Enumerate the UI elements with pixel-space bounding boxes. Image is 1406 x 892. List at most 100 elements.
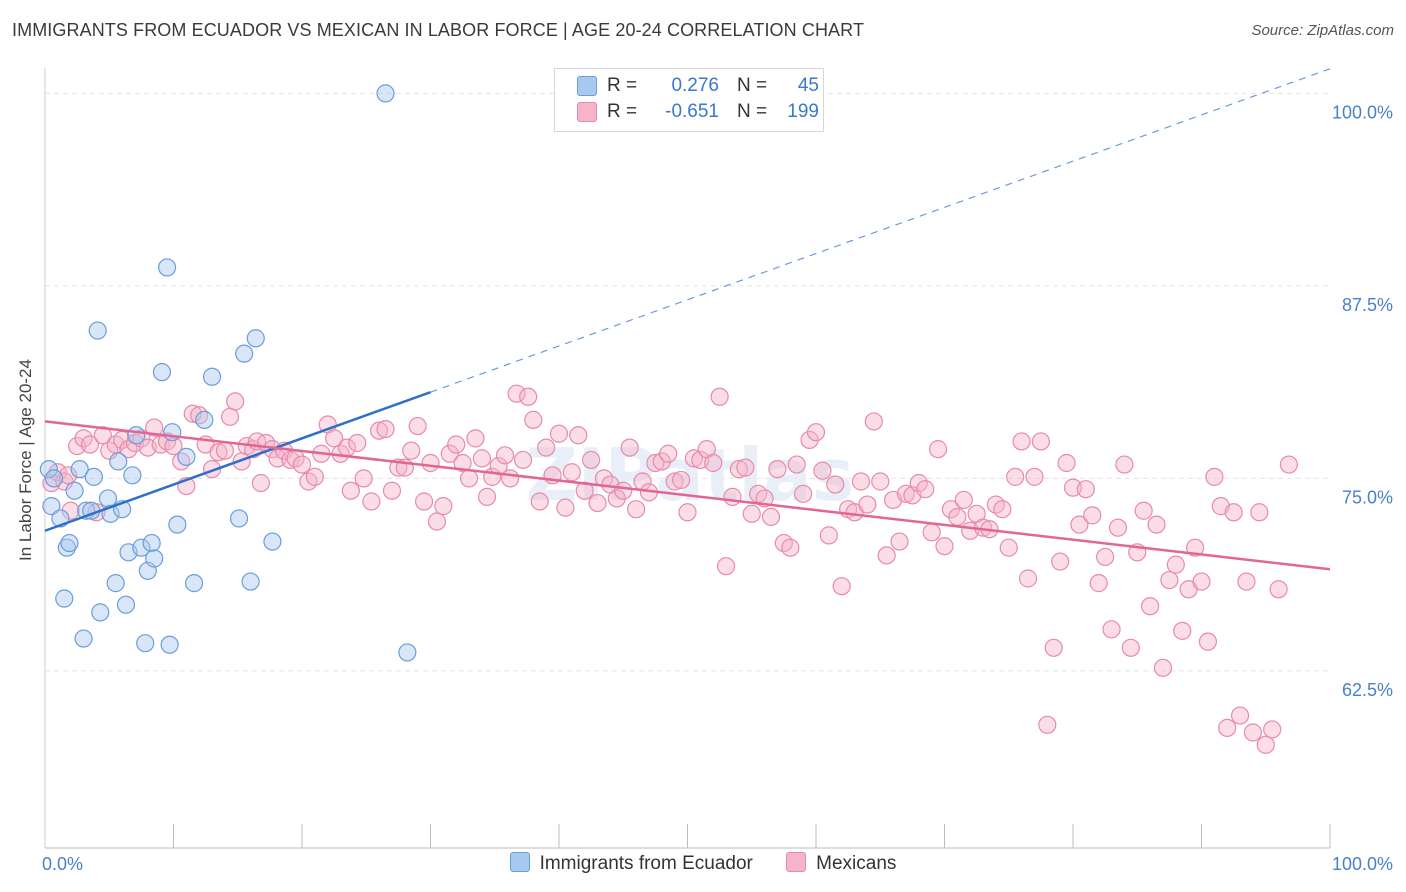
ecuador-trend-line <box>44 390 431 532</box>
mexicans-point <box>858 495 877 514</box>
mexicans-point <box>1070 515 1089 534</box>
ecuador-point <box>145 549 164 568</box>
mexicans-point <box>787 455 806 474</box>
mexicans-point <box>916 480 935 499</box>
mexicans-point <box>495 446 515 465</box>
y-tick-label: 62.5% <box>1342 680 1393 700</box>
mexicans-point <box>524 410 543 429</box>
mexicans-point <box>530 492 549 511</box>
mexicans-point <box>871 472 890 491</box>
mexicans-point <box>145 418 164 437</box>
ecuador-point <box>202 367 222 386</box>
ecuador-point <box>142 533 161 553</box>
ecuador-point <box>177 447 196 466</box>
mexicans-point <box>768 460 787 479</box>
mexicans-point <box>251 473 270 493</box>
ecuador-point <box>44 469 64 488</box>
legend-swatch-mexicans <box>786 852 807 872</box>
legend-n-value: 45 <box>797 75 819 96</box>
mexicans-point <box>954 490 973 510</box>
mexicans-point <box>370 421 389 440</box>
ecuador-point <box>123 466 142 485</box>
mexicans-point <box>226 392 245 411</box>
ecuador-point <box>246 329 265 348</box>
mexicans-point <box>1051 552 1070 571</box>
legend-row-ecuador: R = 0.276 N = 45 <box>577 75 819 101</box>
ecuador-point <box>39 460 58 479</box>
mexicans-point <box>80 435 100 454</box>
ecuador-point <box>160 635 179 654</box>
mexicans-point <box>1140 597 1160 616</box>
mexicans-point <box>354 469 373 488</box>
mexicans-point <box>575 481 594 500</box>
mexicans-point <box>1038 715 1057 734</box>
mexicans-point <box>1025 467 1044 486</box>
mexicans-point <box>1076 480 1095 499</box>
mexicans-point <box>348 433 367 453</box>
mexicans-point <box>414 492 434 511</box>
mexicans-point <box>1243 723 1263 742</box>
mexicans-point <box>1153 658 1173 677</box>
ecuador-point <box>157 258 177 277</box>
mexicans-point <box>826 475 845 494</box>
legend-label-mexicans: Mexicans <box>816 853 897 874</box>
mexicans-point <box>1096 547 1115 567</box>
mexicans-point <box>1185 538 1205 557</box>
legend-r-label: R = <box>607 75 638 96</box>
legend-row-mexicans: R = -0.651 N = 199 <box>577 101 819 127</box>
mexicans-point <box>453 453 472 473</box>
y-axis-label: In Labor Force | Age 20-24 <box>16 359 35 561</box>
ecuador-point <box>88 321 107 340</box>
mexicans-point <box>877 546 896 565</box>
mexicans-point <box>864 412 883 431</box>
ecuador-point <box>241 572 260 591</box>
mexicans-point <box>716 557 736 576</box>
mexicans-point <box>447 435 466 454</box>
legend-swatch-ecuador <box>577 75 597 96</box>
ecuador-point <box>60 533 79 553</box>
ecuador-point <box>55 589 74 608</box>
mexicans-point <box>896 484 916 503</box>
mexicans-point <box>832 577 851 596</box>
mexicans-point <box>999 538 1018 557</box>
mexicans-point <box>1173 621 1192 640</box>
legend-label-ecuador: Immigrants from Ecuador <box>539 853 753 874</box>
gridlines <box>45 92 1330 672</box>
legend-n-value: 199 <box>787 101 819 122</box>
ecuador-point <box>132 538 151 557</box>
mexicans-point <box>376 420 395 439</box>
ecuador-point <box>168 515 187 534</box>
ecuador-point <box>235 344 254 363</box>
mexicans-point <box>1269 580 1288 599</box>
ecuador-trend-extension <box>430 68 1331 393</box>
mexicans-point <box>305 467 324 486</box>
mexicans-points <box>42 384 1298 754</box>
mexicans-point <box>819 526 838 545</box>
stats-legend: R = 0.276 N = 45 R = -0.651 N = 199 <box>554 68 824 132</box>
x-tick-label-max: 100.0% <box>1332 854 1393 874</box>
mexicans-point <box>562 463 581 482</box>
mexicans-point <box>704 453 723 473</box>
ecuador-point <box>91 603 110 622</box>
ecuador-point <box>42 497 61 516</box>
ecuador-point <box>376 84 395 103</box>
mexicans-point <box>466 429 485 448</box>
mexicans-point <box>292 455 312 474</box>
mexicans-point <box>935 537 954 556</box>
mexicans-point <box>993 500 1012 519</box>
legend-r-value: 0.276 <box>671 75 719 96</box>
mexicans-point <box>1237 572 1256 591</box>
mexicans-point <box>588 493 607 513</box>
axes <box>44 68 1331 849</box>
mexicans-point <box>341 481 360 500</box>
chart-title: IMMIGRANTS FROM ECUADOR VS MEXICAN IN LA… <box>12 20 865 40</box>
mexicans-point <box>472 449 491 468</box>
mexicans-point <box>59 466 78 485</box>
ecuador-point <box>136 634 155 653</box>
ecuador-point <box>84 467 103 486</box>
mexicans-point <box>459 469 479 488</box>
series-legend: Immigrants from Ecuador Mexicans <box>0 852 1406 875</box>
y-tick-label: 87.5% <box>1342 295 1393 315</box>
ecuador-point <box>127 426 146 445</box>
mexicans-point <box>61 501 80 520</box>
